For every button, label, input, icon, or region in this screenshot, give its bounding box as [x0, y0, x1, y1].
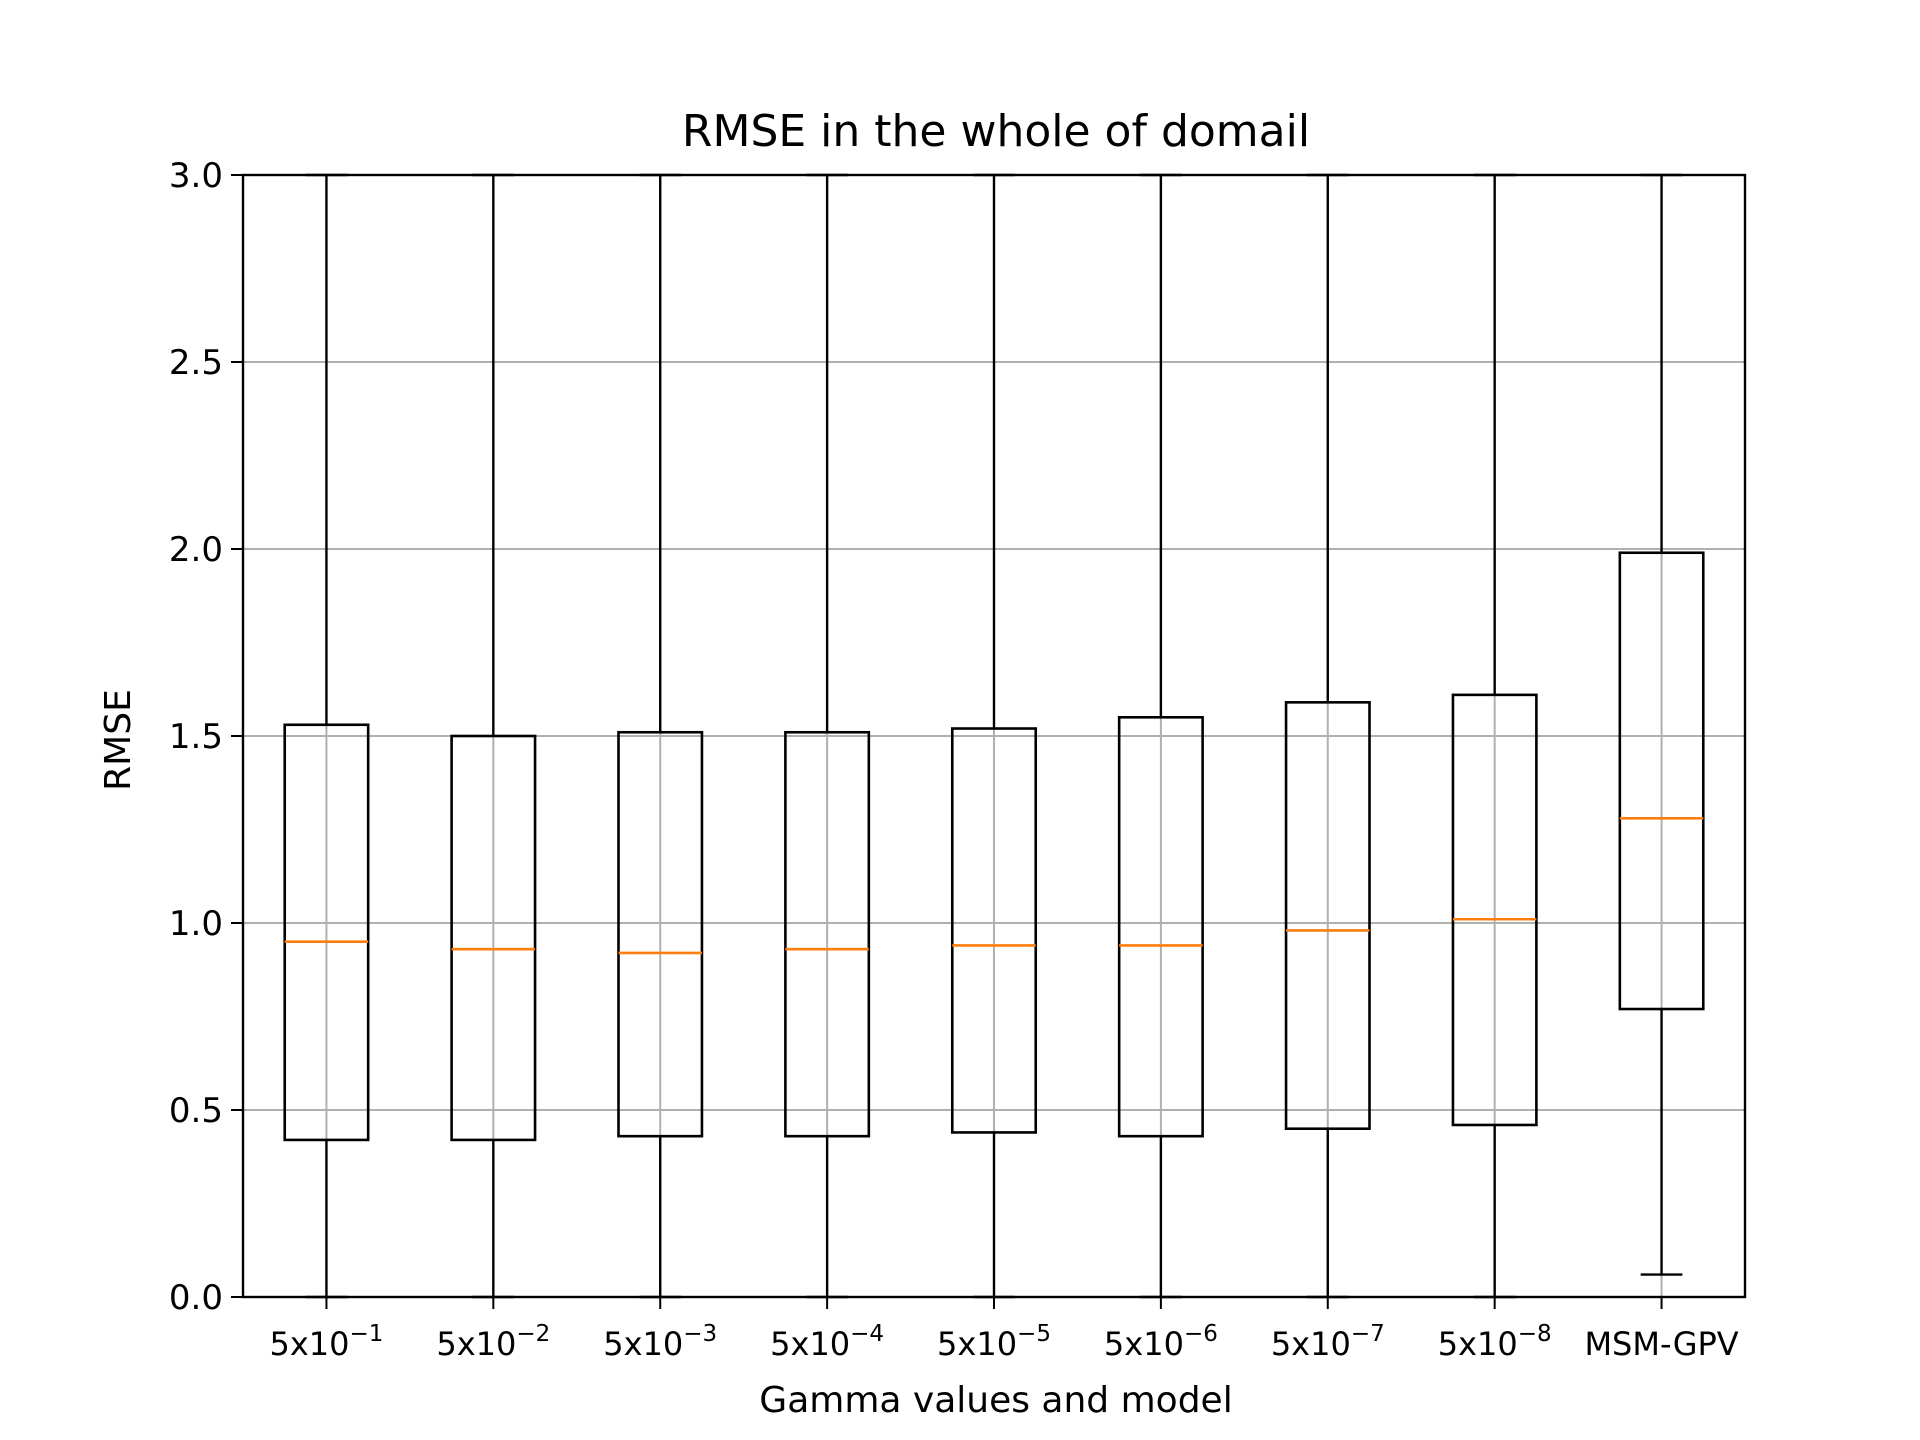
iqr-box: [617, 730, 704, 1138]
x-tick-exponent: −3: [683, 1321, 717, 1347]
x-tick-base: MSM-GPV: [1584, 1325, 1738, 1363]
x-tick-label: 5x10−4: [770, 1321, 884, 1363]
x-tick-exponent: −1: [349, 1321, 383, 1347]
x-tick-base: 5x10: [770, 1325, 850, 1363]
y-tick-label: 3.0: [169, 156, 223, 196]
y-tick-label: 2.0: [169, 530, 223, 570]
x-tick-base: 5x10: [603, 1325, 683, 1363]
y-axis-ticks: 0.0 0.5 1.0 1.5 2.0 2.5 3.0: [169, 156, 243, 1318]
box-plot-3: [617, 173, 704, 1299]
y-tick-label: 2.5: [169, 343, 223, 383]
x-tick-exponent: −8: [1518, 1321, 1552, 1347]
x-tick-base: 5x10: [937, 1325, 1017, 1363]
x-tick-exponent: −2: [516, 1321, 550, 1347]
x-tick-base: 5x10: [269, 1325, 349, 1363]
x-tick-label: 5x10−6: [1104, 1321, 1218, 1363]
x-tick-label: 5x10−8: [1438, 1321, 1552, 1363]
x-axis-label: Gamma values and model: [759, 1380, 1232, 1421]
y-tick-label: 1.0: [169, 904, 223, 944]
x-tick-label: 5x10−3: [603, 1321, 717, 1363]
iqr-box: [1284, 701, 1371, 1131]
x-tick-label: 5x10−7: [1271, 1321, 1385, 1363]
x-tick-exponent: −4: [850, 1321, 884, 1347]
x-tick-base: 5x10: [436, 1325, 516, 1363]
x-tick-base: 5x10: [1271, 1325, 1351, 1363]
chart-title: RMSE in the whole of domail: [682, 106, 1310, 157]
iqr-box: [950, 727, 1038, 1134]
x-tick-base: 5x10: [1438, 1325, 1518, 1363]
y-tick-label: 0.0: [169, 1278, 223, 1318]
x-tick-exponent: −6: [1184, 1321, 1218, 1347]
x-tick-label: 5x10−2: [436, 1321, 550, 1363]
iqr-box: [1618, 551, 1705, 1011]
box-plot-7: [1284, 173, 1371, 1299]
x-tick-exponent: −7: [1351, 1321, 1385, 1347]
y-axis-label: RMSE: [98, 689, 139, 791]
iqr-box: [450, 734, 537, 1142]
iqr-box: [283, 723, 370, 1142]
iqr-box: [784, 730, 871, 1138]
iqr-box: [1451, 693, 1538, 1127]
x-tick-label: MSM-GPV: [1584, 1325, 1738, 1363]
x-tick-label: 5x10−1: [269, 1321, 383, 1363]
x-tick-base: 5x10: [1104, 1325, 1184, 1363]
x-tick-exponent: −5: [1017, 1321, 1051, 1347]
x-tick-label: 5x10−5: [937, 1321, 1051, 1363]
box-plot-9: [1618, 173, 1705, 1276]
x-axis-ticks: 5x10−1 5x10−2 5x10−3 5x10−4 5x10−5 5x10−6 5x10…: [269, 1297, 1739, 1363]
iqr-box: [1117, 715, 1204, 1138]
box-plot-1: [283, 173, 370, 1299]
y-tick-label: 1.5: [169, 717, 223, 757]
y-tick-label: 0.5: [169, 1091, 223, 1131]
